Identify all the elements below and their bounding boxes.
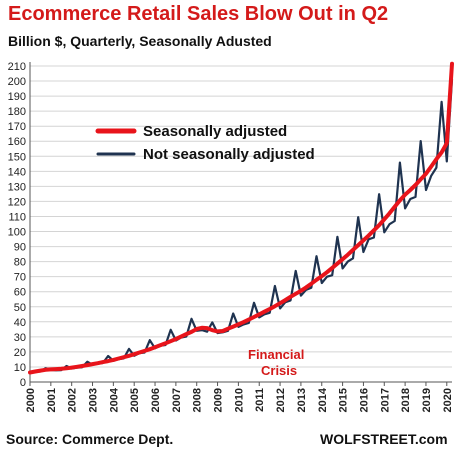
y-tick-label: 90	[14, 242, 26, 254]
annotation-line-1: Financial	[248, 347, 304, 362]
brand-logo-text: WOLFSTREET.com	[320, 431, 448, 447]
y-tick-label: 160	[8, 136, 26, 148]
legend-label-not-seasonally-adjusted: Not seasonally adjusted	[143, 146, 315, 163]
x-tick-label: 2019	[421, 388, 433, 412]
chart-subtitle: Billion $, Quarterly, Seasonally Adusted	[8, 33, 272, 49]
y-tick-label: 40	[14, 317, 26, 329]
x-tick-label: 2009	[213, 388, 225, 412]
annotation-financial-crisis: Financial Crisis	[248, 347, 304, 378]
y-tick-label: 170	[8, 121, 26, 133]
x-tick-label: 2005	[129, 388, 141, 412]
x-tick-label: 2007	[171, 388, 183, 412]
annotation-line-2: Crisis	[261, 363, 297, 378]
x-tick-label: 2015	[338, 388, 350, 412]
y-tick-label: 200	[8, 76, 26, 88]
x-tick-label: 2002	[67, 388, 79, 412]
source-note: Source: Commerce Dept.	[6, 431, 174, 447]
y-tick-label: 100	[8, 227, 26, 239]
series-line-seasonally-adjusted	[28, 61, 454, 375]
x-tick-label: 2018	[400, 388, 412, 412]
x-tick-label: 2012	[275, 388, 287, 412]
y-tick-label: 10	[14, 362, 26, 374]
chart-title: Ecommerce Retail Sales Blow Out in Q2	[8, 3, 389, 25]
x-tick-label: 2001	[46, 388, 58, 412]
gridlines	[30, 65, 452, 368]
legend-label-seasonally-adjusted: Seasonally adjusted	[143, 123, 287, 140]
x-tick-label: 2004	[108, 387, 120, 412]
y-tick-label: 210	[8, 61, 26, 73]
y-tick-label: 150	[8, 151, 26, 163]
y-tick-label: 70	[14, 272, 26, 284]
y-tick-label: 60	[14, 287, 26, 299]
y-tick-label: 30	[14, 332, 26, 344]
y-tick-label: 80	[14, 257, 26, 269]
legend: Seasonally adjusted Not seasonally adjus…	[95, 123, 315, 163]
x-tick-label: 2000	[25, 388, 37, 412]
y-tick-label: 140	[8, 166, 26, 178]
x-tick-label: 2013	[296, 388, 308, 412]
y-tick-label: 20	[14, 347, 26, 359]
x-tick-label: 2008	[192, 388, 204, 412]
x-tick-label: 2020	[442, 388, 454, 412]
y-tick-label: 110	[8, 211, 26, 223]
x-tick-label: 2016	[358, 388, 370, 412]
y-tick-label: 120	[8, 196, 26, 208]
x-tick-label: 2017	[379, 388, 391, 412]
x-tick-label: 2010	[233, 388, 245, 412]
axes: 0 10 20 30 40 50 60 70 80 90 100 110 120 130 140 150 160…	[8, 61, 454, 412]
y-tick-label: 50	[14, 302, 26, 314]
series-lines	[28, 61, 454, 375]
x-tick-label: 2006	[150, 388, 162, 412]
x-tick-label: 2014	[317, 387, 329, 412]
y-tick-label: 180	[8, 106, 26, 118]
y-tick-label: 0	[20, 377, 26, 389]
x-tick-label: 2011	[254, 388, 266, 412]
x-tick-label: 2003	[88, 388, 100, 412]
y-tick-label: 130	[8, 181, 26, 193]
y-tick-label: 190	[8, 91, 26, 103]
